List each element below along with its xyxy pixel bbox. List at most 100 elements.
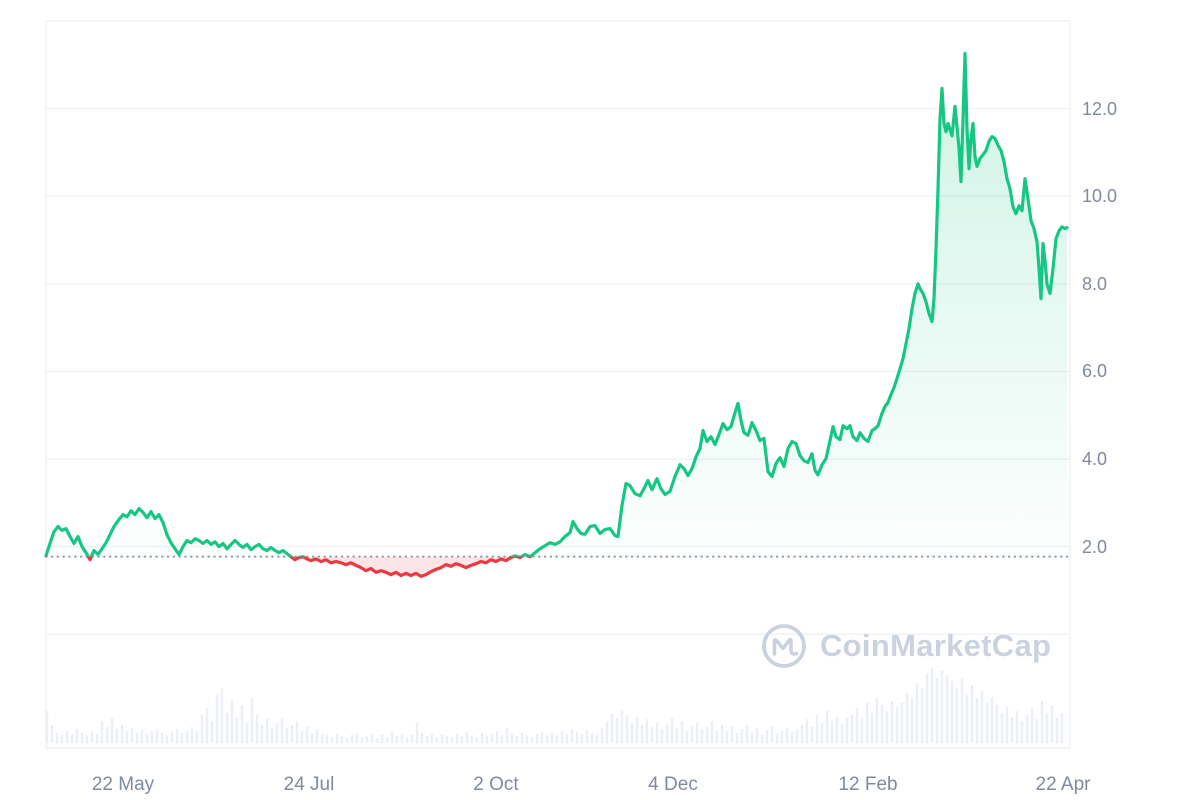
volume-bar (725, 731, 729, 743)
volume-bar (245, 723, 249, 743)
volume-bar (890, 701, 894, 743)
y-axis-tick-label: 12.0 (1082, 98, 1118, 119)
volume-bar (400, 734, 404, 743)
volume-bar (205, 708, 209, 743)
volume-bar (100, 721, 104, 743)
volume-bar (315, 729, 319, 743)
volume-bar (560, 731, 564, 743)
volume-bar (895, 707, 899, 743)
volume-bar (120, 725, 124, 743)
volume-bar (765, 730, 769, 743)
volume-bar (810, 727, 814, 743)
volume-bar (600, 728, 604, 743)
volume-bar (990, 697, 994, 743)
volume-bar (85, 735, 89, 743)
volume-bar (915, 683, 919, 743)
x-axis-tick-label: 2 Oct (473, 774, 519, 795)
volume-bar (115, 729, 119, 743)
volume-bar (555, 735, 559, 743)
volume-bar (995, 705, 999, 743)
volume-bar (665, 725, 669, 743)
volume-bar (260, 725, 264, 743)
volume-bar (630, 723, 634, 743)
x-axis-tick-label: 22 May (91, 774, 155, 795)
volume-bar (755, 728, 759, 743)
volume-bar (500, 735, 504, 743)
volume-bar (660, 729, 664, 743)
volume-bar (485, 736, 489, 743)
volume-bar (780, 731, 784, 743)
volume-bar (785, 728, 789, 743)
volume-bar (385, 737, 389, 743)
volume-bar (210, 721, 214, 743)
volume-bar (490, 734, 494, 743)
volume-bar (1015, 711, 1019, 743)
volume-bar (325, 735, 329, 743)
volume-bar (975, 698, 979, 743)
volume-bar (430, 734, 434, 743)
volume-bar (1030, 708, 1034, 743)
volume-bar (635, 717, 639, 743)
volume-bar (350, 735, 354, 743)
volume-bar (95, 734, 99, 743)
volume-bar (670, 718, 674, 743)
volume-bar (535, 734, 539, 743)
volume-bar (935, 678, 939, 743)
volume-bar (45, 711, 49, 743)
volume-bar (55, 733, 59, 743)
volume-bar (1045, 713, 1049, 743)
volume-bar (340, 736, 344, 743)
volume-bar (655, 723, 659, 743)
volume-bar (1025, 715, 1029, 743)
volume-bar (910, 698, 914, 743)
volume-bar (950, 681, 954, 743)
volume-bar (230, 701, 234, 743)
volume-bar (190, 727, 194, 743)
volume-bar (435, 737, 439, 743)
volume-bar (960, 678, 964, 743)
volume-bar (310, 733, 314, 743)
volume-bar (700, 729, 704, 743)
volume-bar (335, 734, 339, 743)
volume-bar (645, 719, 649, 743)
volume-bar (650, 727, 654, 743)
volume-bar (875, 698, 879, 743)
volume-bar (705, 727, 709, 743)
volume-bar (605, 721, 609, 743)
volume-bar (970, 685, 974, 743)
volume-bar (470, 735, 474, 743)
volume-bar (235, 718, 239, 743)
volume-bar (795, 729, 799, 743)
volume-bar (505, 728, 509, 743)
volume-bar (1005, 707, 1009, 743)
volume-bar (540, 732, 544, 743)
volume-bar (415, 723, 419, 743)
volume-bar (640, 725, 644, 743)
volume-histogram (45, 668, 1064, 743)
volume-bar (445, 736, 449, 743)
volume-bar (450, 737, 454, 743)
volume-bar (620, 710, 624, 743)
volume-bar (285, 728, 289, 743)
volume-bar (930, 668, 934, 743)
price-line-up (44, 51, 1069, 557)
y-axis-tick-label: 6.0 (1082, 361, 1108, 382)
volume-bar (835, 717, 839, 743)
volume-bar (140, 730, 144, 743)
volume-bar (740, 729, 744, 743)
volume-bar (305, 727, 309, 743)
volume-bar (820, 723, 824, 743)
volume-bar (530, 737, 534, 743)
volume-bar (1050, 705, 1054, 743)
volume-bar (180, 733, 184, 743)
volume-bar (465, 732, 469, 743)
volume-bar (105, 727, 109, 743)
volume-bar (375, 738, 379, 743)
volume-bar (515, 736, 519, 743)
volume-bar (160, 733, 164, 743)
volume-bar (830, 721, 834, 743)
volume-bar (380, 735, 384, 743)
volume-bar (525, 735, 529, 743)
volume-bar (545, 735, 549, 743)
x-axis-tick-label: 22 Apr (1035, 774, 1091, 795)
